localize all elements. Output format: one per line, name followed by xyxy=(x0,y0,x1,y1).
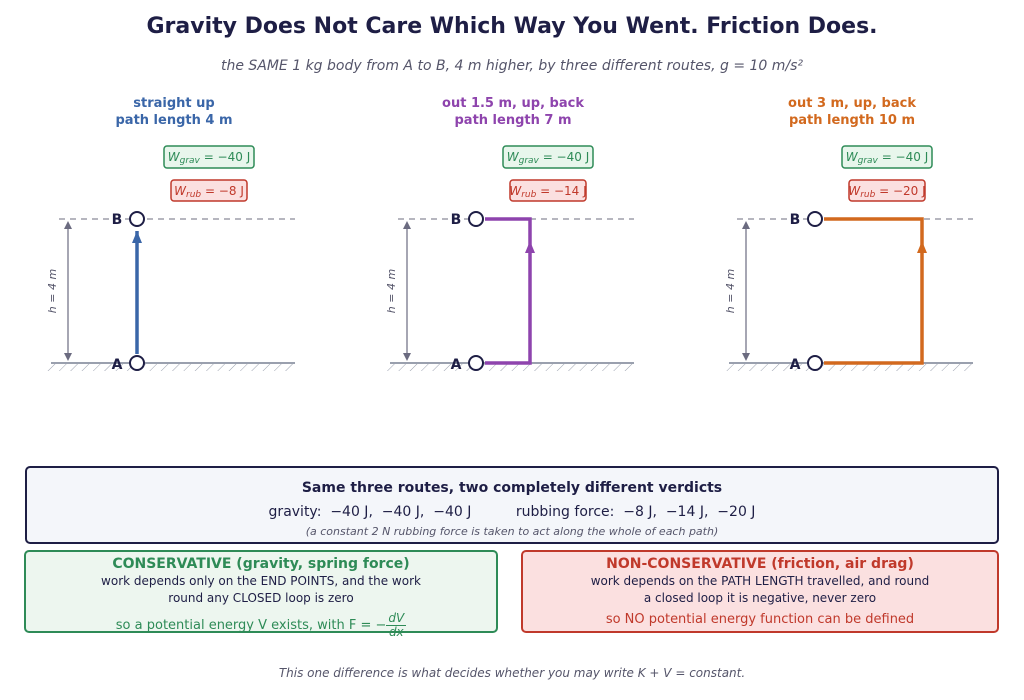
point-a xyxy=(129,355,145,371)
point-b xyxy=(807,211,823,227)
route-arrowhead xyxy=(525,241,535,253)
derivative-denominator: dx xyxy=(388,625,404,639)
point-a xyxy=(807,355,823,371)
height-arrowhead-top xyxy=(403,221,411,229)
point-b-label: B xyxy=(112,212,123,228)
gravity-work-box xyxy=(163,145,255,169)
route-path-length: path length 4 m xyxy=(115,113,232,128)
route-label: straight up xyxy=(133,96,214,111)
height-arrowhead-top xyxy=(742,221,750,229)
height-label: h = 4 m xyxy=(724,269,737,313)
rubbing-work-box xyxy=(848,179,926,202)
gravity-work-value: Wgrav = −40 J xyxy=(846,150,929,166)
point-a-label: A xyxy=(112,357,123,373)
rubbing-work-box xyxy=(170,179,248,202)
page-subtitle: the SAME 1 kg body from A to B, 4 m high… xyxy=(220,58,804,74)
footer-note: This one difference is what decides whet… xyxy=(278,666,746,680)
conservative-line2: round any CLOSED loop is zero xyxy=(168,591,354,605)
route-path-length: path length 10 m xyxy=(789,113,915,128)
point-a xyxy=(468,355,484,371)
route-path xyxy=(485,217,532,365)
route-arrowhead xyxy=(917,241,927,253)
summary-values: gravity: −40 J, −40 J, −40 J rubbing for… xyxy=(268,504,756,520)
gravity-work-value: Wgrav = −40 J xyxy=(168,150,251,166)
height-label: h = 4 m xyxy=(385,269,398,313)
point-b xyxy=(129,211,145,227)
nonconservative-heading: NON-CONSERVATIVE (friction, air drag) xyxy=(606,556,914,572)
routes-diagram: straight up path length 4 m Wgrav = −40 J W… xyxy=(46,96,973,373)
gravity-work-box xyxy=(841,145,933,169)
route-panel-3: out 3 m, up, back path length 10 m Wgrav =… xyxy=(724,96,973,373)
height-arrowhead-bottom xyxy=(742,353,750,361)
gravity-work-box xyxy=(502,145,594,169)
conservative-line1: work depends only on the END POINTS, and… xyxy=(101,574,421,588)
point-b-label: B xyxy=(790,212,801,228)
height-arrowhead-top xyxy=(64,221,72,229)
summary-heading: Same three routes, two completely differ… xyxy=(301,480,723,496)
point-b xyxy=(468,211,484,227)
point-a-label: A xyxy=(451,357,462,373)
summary-box: Same three routes, two completely differ… xyxy=(25,466,999,544)
ground-hatch xyxy=(386,364,634,371)
summary-note: (a constant 2 N rubbing force is taken t… xyxy=(305,525,719,538)
rubbing-work-box xyxy=(509,179,587,202)
route-panel-2: out 1.5 m, up, back path length 7 m Wgrav … xyxy=(385,96,634,373)
height-arrowhead-bottom xyxy=(403,353,411,361)
ground-hatch xyxy=(725,364,973,371)
route-path xyxy=(824,217,924,365)
nonconservative-line1: work depends on the PATH LENGTH travelle… xyxy=(590,574,930,588)
derivative-numerator: dV xyxy=(386,611,407,626)
conservative-formula: so a potential energy V exists, with F =… xyxy=(26,612,496,639)
page-title: Gravity Does Not Care Which Way You Went… xyxy=(146,14,878,39)
nonconservative-formula: so NO potential energy function can be d… xyxy=(605,612,915,627)
conservative-formula-text: so a potential energy V exists, with F =… xyxy=(115,618,387,633)
derivative-fraction: dV dx xyxy=(386,611,407,639)
rubbing-work-value: Wrub = −14 J xyxy=(509,184,586,200)
route-label: out 1.5 m, up, back xyxy=(442,96,584,111)
conservative-box: CONSERVATIVE (gravity, spring force) wor… xyxy=(24,550,498,639)
rubbing-work-value: Wrub = −20 J xyxy=(848,184,925,200)
gravity-work-value: Wgrav = −40 J xyxy=(507,150,590,166)
nonconservative-line2: a closed loop it is negative, never zero xyxy=(643,591,877,605)
height-label: h = 4 m xyxy=(46,269,59,313)
height-arrowhead-bottom xyxy=(64,353,72,361)
conservative-heading: CONSERVATIVE (gravity, spring force) xyxy=(112,556,410,572)
point-b-label: B xyxy=(451,212,462,228)
point-a-label: A xyxy=(790,357,801,373)
nonconservative-box: NON-CONSERVATIVE (friction, air drag) wo… xyxy=(521,550,999,633)
ground-hatch xyxy=(47,364,295,371)
route-label: out 3 m, up, back xyxy=(788,96,916,111)
route-panel-1: straight up path length 4 m Wgrav = −40 J W… xyxy=(46,96,295,373)
rubbing-work-value: Wrub = −8 J xyxy=(174,184,244,200)
route-path-length: path length 7 m xyxy=(454,113,571,128)
